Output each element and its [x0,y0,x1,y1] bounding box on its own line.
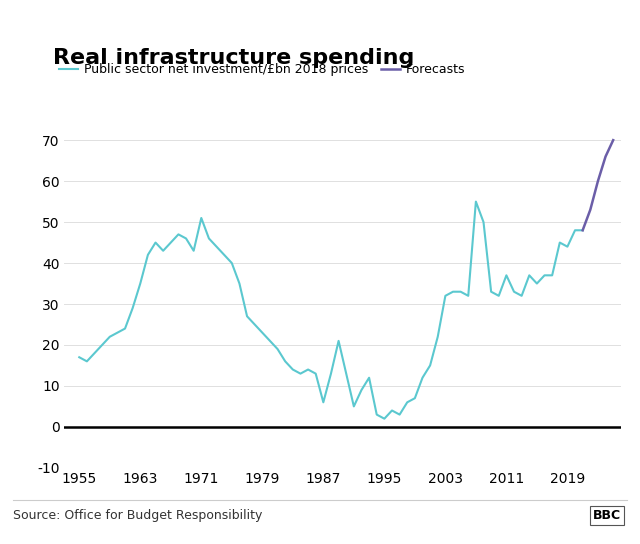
Text: BBC: BBC [593,509,621,522]
Text: Source: Office for Budget Responsibility: Source: Office for Budget Responsibility [13,509,262,522]
Text: Real infrastructure spending: Real infrastructure spending [53,48,414,68]
Legend: Public sector net investment/£bn 2018 prices, Forecasts: Public sector net investment/£bn 2018 pr… [59,63,465,76]
